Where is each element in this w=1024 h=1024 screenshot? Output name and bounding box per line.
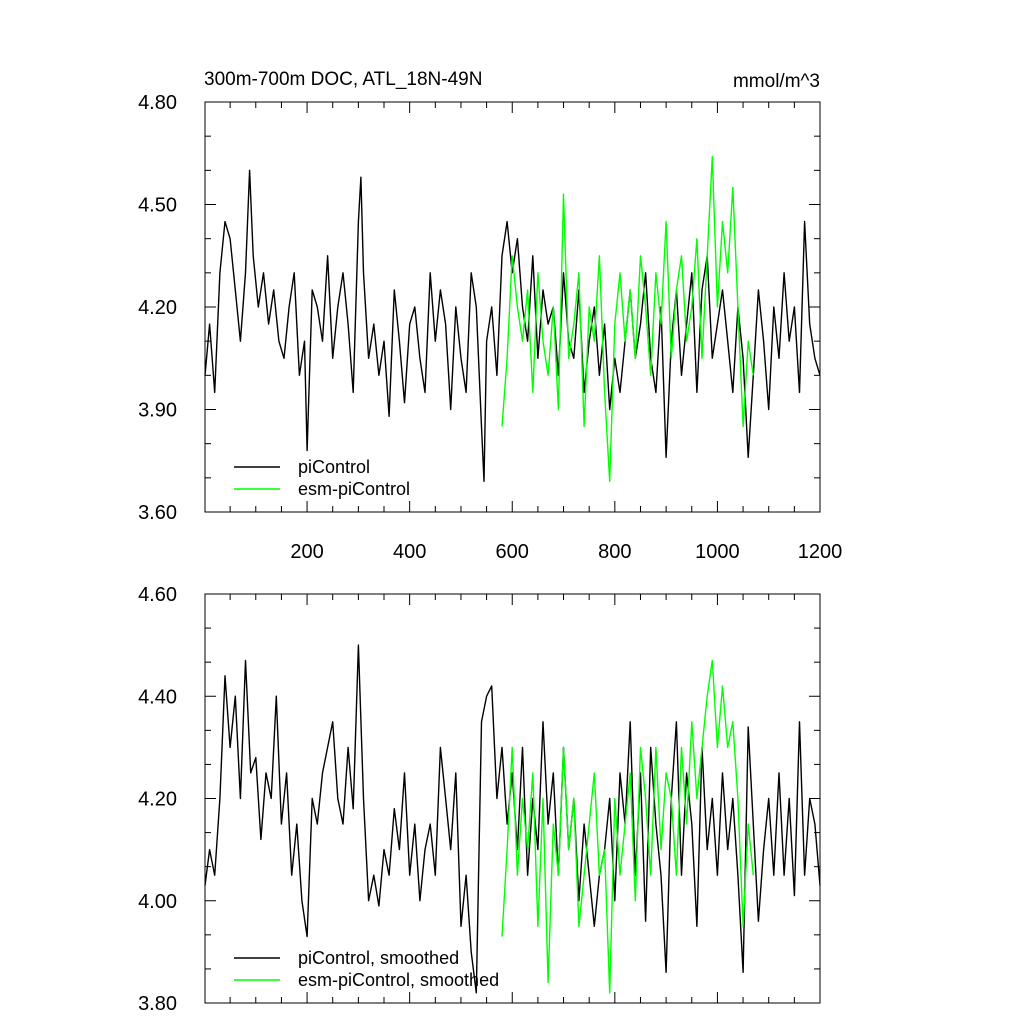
y-tick-label: 4.20 xyxy=(138,789,177,811)
chart-title: 300m-700m DOC, ATL_18N-49N xyxy=(204,69,482,90)
y-tick-label: 4.40 xyxy=(138,686,177,708)
y-tick-label: 4.60 xyxy=(138,584,177,606)
y-tick-label: 3.80 xyxy=(138,993,177,1015)
x-tick-label: 400 xyxy=(393,541,426,563)
x-tick-label: 200 xyxy=(290,541,323,563)
y-tick-label: 3.60 xyxy=(138,502,177,524)
x-tick-label: 800 xyxy=(598,541,631,563)
legend-label: piControl, smoothed xyxy=(298,948,459,968)
x-tick-label: 1200 xyxy=(798,541,843,563)
plot-frame xyxy=(204,593,821,1004)
legend-label: piControl xyxy=(298,457,370,477)
y-tick-label: 4.80 xyxy=(138,92,177,114)
series-line-picontrol xyxy=(204,644,821,994)
bottom-panel: 3.80 4.00 4.20 4.40 4.60 piControl, smoothede… xyxy=(138,584,821,1015)
top-panel: 3.60 3.90 4.20 4.50 4.80 200 400 600 800 1000 1200… xyxy=(138,92,842,563)
legend-label: esm-piControl xyxy=(298,479,410,499)
series-line-esm-picontrol xyxy=(501,155,754,482)
x-tick-label: 600 xyxy=(496,541,529,563)
units-label: mmol/m^3 xyxy=(733,71,820,92)
plot-frame xyxy=(204,101,821,513)
series-line-picontrol xyxy=(204,169,821,482)
series-line-esm-picontrol xyxy=(501,659,754,994)
y-tick-label: 4.50 xyxy=(138,195,177,217)
y-tick-label: 3.90 xyxy=(138,400,177,422)
x-tick-label: 1000 xyxy=(695,541,740,563)
y-tick-label: 4.00 xyxy=(138,891,177,913)
legend-label: esm-piControl, smoothed xyxy=(298,970,499,990)
y-tick-label: 4.20 xyxy=(138,297,177,319)
